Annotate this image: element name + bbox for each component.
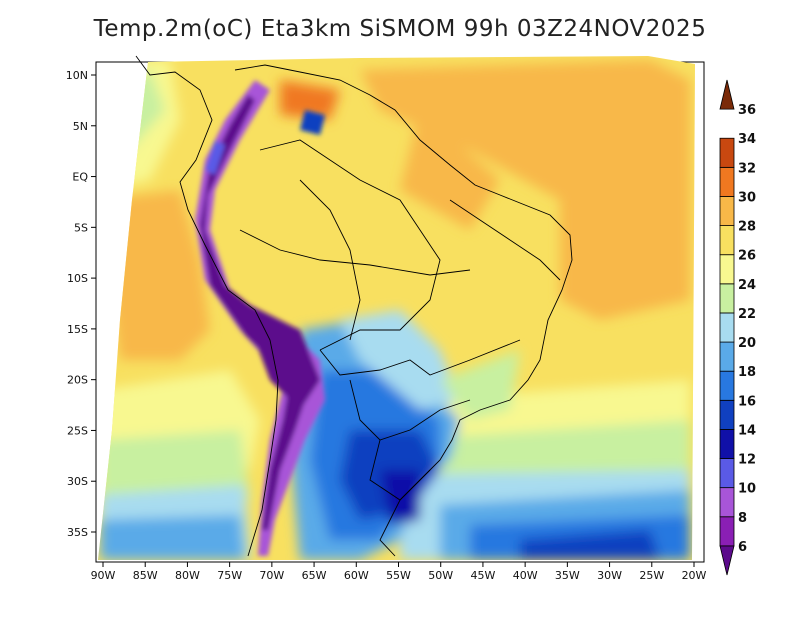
lon-tick-label: 55W: [386, 569, 411, 582]
map-title: Temp.2m(oC) Eta3km SiSMOM 99h 03Z24NOV20…: [93, 16, 707, 42]
colorbar-label: 22: [738, 307, 756, 322]
colorbar-label: 10: [738, 482, 756, 497]
colorbar-label: 16: [738, 394, 756, 409]
colorbar: 6 8 10 12 14 16 18 20 22 24 26 28 30 32 34 36: [719, 79, 756, 576]
colorbar-swatch: [719, 341, 735, 372]
lat-tick-label: 10N: [66, 69, 88, 82]
lon-tick-label: 75W: [217, 569, 242, 582]
colorbar-swatch: [719, 458, 735, 489]
colorbar-swatch: [719, 399, 735, 430]
lon-tick-label: 50W: [428, 569, 453, 582]
lon-tick-label: 80W: [175, 569, 200, 582]
lat-tick-label: 25S: [67, 424, 88, 437]
colorbar-label: 30: [738, 190, 756, 205]
lat-tick-label: 10S: [67, 272, 88, 285]
lon-tick-label: 20W: [682, 569, 707, 582]
colorbar-label: 36: [738, 103, 756, 118]
colorbar-swatch: [719, 283, 735, 314]
colorbar-swatch: [719, 166, 735, 197]
colorbar-swatch: [719, 137, 735, 168]
lon-tick-label: 65W: [302, 569, 327, 582]
colorbar-label: 12: [738, 453, 756, 468]
lat-tick-label: 5S: [74, 221, 88, 234]
lon-tick-label: 70W: [259, 569, 284, 582]
colorbar-label: 24: [738, 278, 756, 293]
lat-tick-label: 5N: [73, 120, 88, 133]
lat-tick-label: 20S: [67, 374, 88, 387]
colorbar-swatch: [719, 487, 735, 518]
colorbar-swatch: [719, 516, 735, 547]
lon-tick-label: 90W: [91, 569, 116, 582]
lon-tick-label: 40W: [513, 569, 538, 582]
colorbar-swatch: [719, 79, 735, 110]
coastlines: [135, 55, 573, 557]
lon-tick-label: 30W: [597, 569, 622, 582]
colorbar-label: 14: [738, 423, 756, 438]
latitude-axis: 10N 5N EQ 5S 10S 15S 20S 25S 30S 35S: [66, 69, 96, 539]
lon-tick-label: 85W: [133, 569, 158, 582]
longitude-axis: 90W 85W 80W 75W 70W 65W 60W 55W 50W 45W 40W 35W 30W 2…: [91, 562, 707, 582]
colorbar-swatch: [719, 429, 735, 459]
colorbar-swatch: [719, 225, 735, 256]
colorbar-swatch: [719, 196, 735, 226]
colorbar-swatch: [719, 370, 735, 401]
lat-tick-label: 30S: [67, 475, 88, 488]
lat-tick-label: 35S: [67, 526, 88, 539]
colorbar-label: 26: [738, 249, 756, 264]
colorbar-label: 28: [738, 220, 756, 235]
colorbar-label: 32: [738, 161, 756, 176]
colorbar-label: 6: [738, 540, 747, 555]
colorbar-label: 20: [738, 336, 756, 351]
lon-tick-label: 45W: [470, 569, 495, 582]
lon-tick-label: 35W: [555, 569, 580, 582]
colorbar-label: 8: [738, 511, 747, 526]
lon-tick-label: 60W: [344, 569, 369, 582]
lat-tick-label: EQ: [72, 171, 88, 184]
lon-tick-label: 25W: [639, 569, 664, 582]
temperature-field: [98, 56, 695, 560]
colorbar-swatch: [719, 545, 735, 576]
colorbar-swatch: [719, 254, 735, 285]
lat-tick-label: 15S: [67, 323, 88, 336]
colorbar-swatch: [719, 312, 735, 343]
colorbar-label: 34: [738, 132, 756, 147]
colorbar-label: 18: [738, 365, 756, 380]
